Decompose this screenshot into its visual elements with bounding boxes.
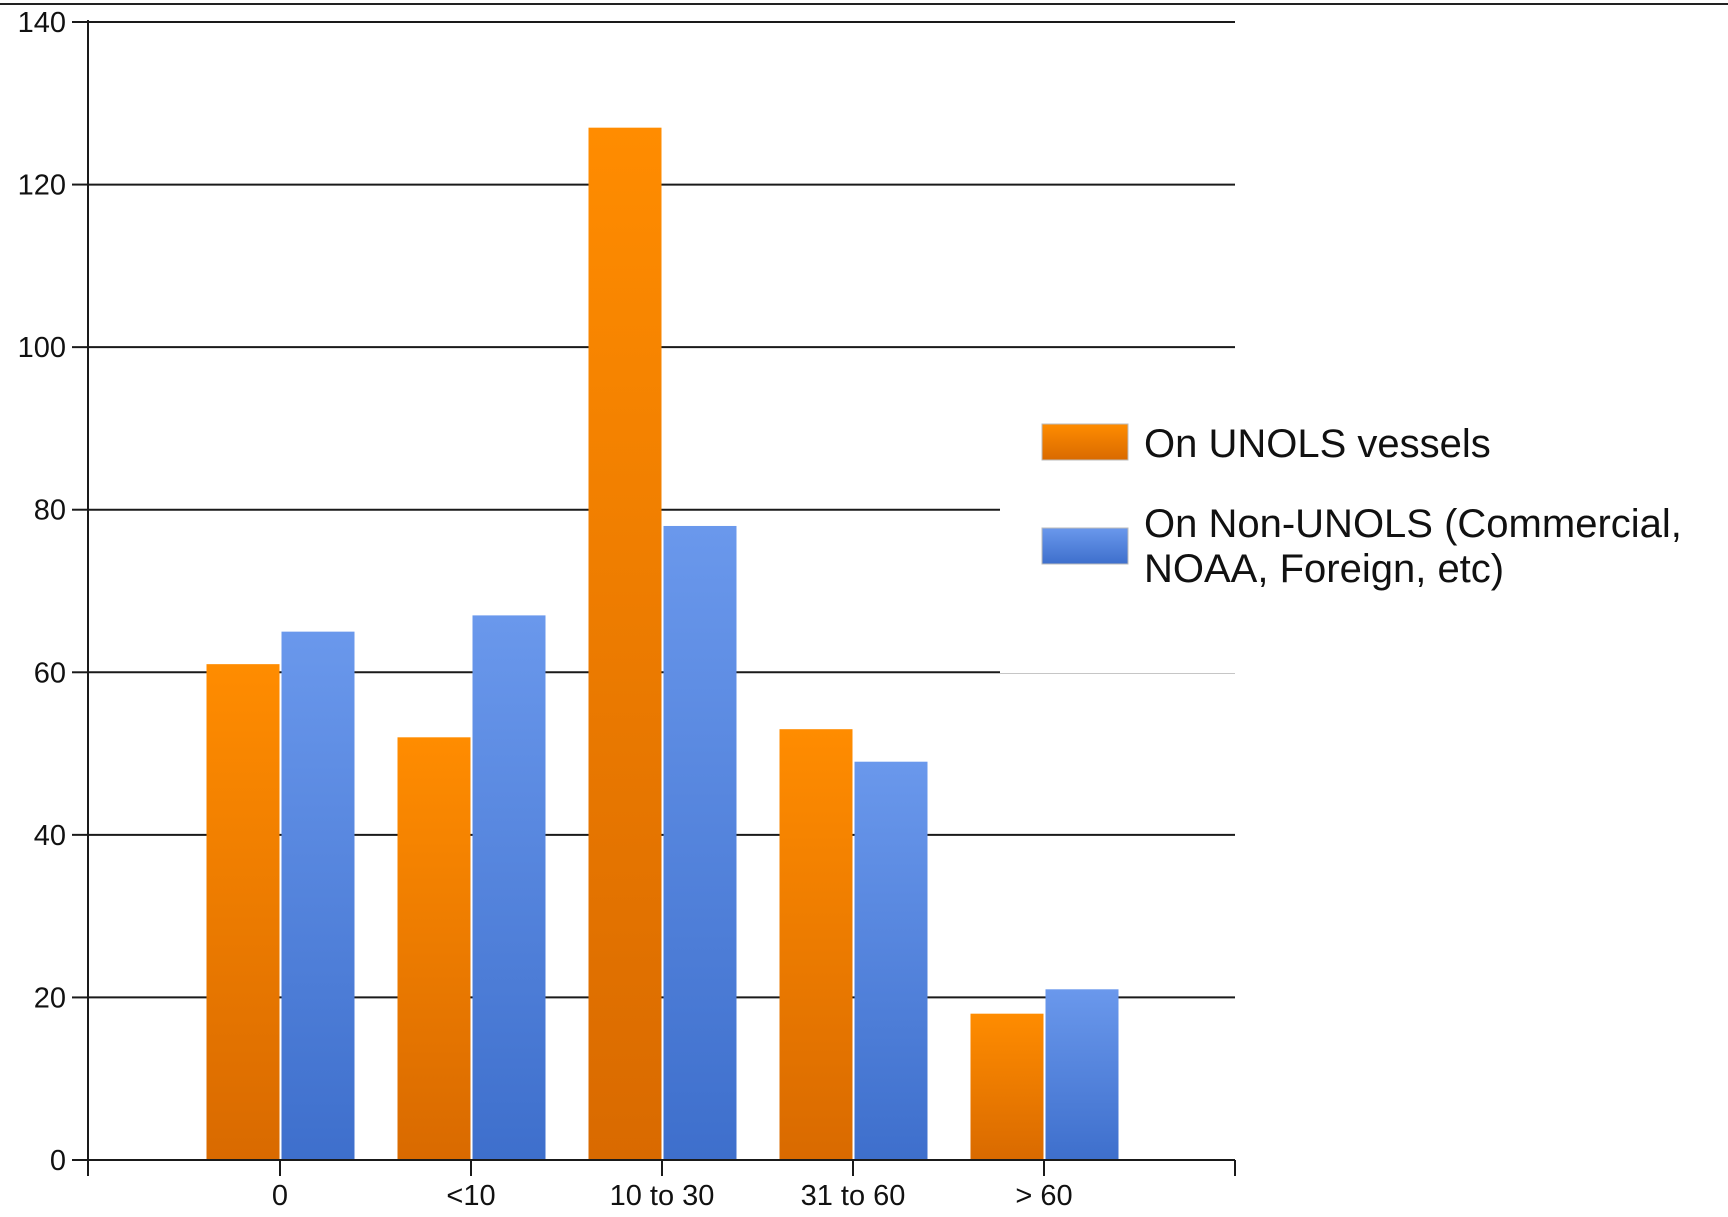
bar-unols-2: [588, 127, 662, 1161]
x-tick-label: 0: [272, 1180, 288, 1212]
x-tick-label: > 60: [1015, 1180, 1072, 1212]
x-tick-label: 10 to 30: [610, 1180, 715, 1212]
y-tick-label: 20: [34, 982, 66, 1014]
legend-label-non-unols: On Non-UNOLS (Commercial, NOAA, Foreign, …: [1144, 502, 1682, 591]
y-tick-label: 100: [18, 332, 66, 364]
legend-label-unols: On UNOLS vessels: [1144, 422, 1491, 466]
bar-non-unols-4: [1045, 989, 1119, 1160]
y-tick-label: 0: [50, 1145, 66, 1177]
bar-non-unols-1: [472, 615, 546, 1160]
y-tick-label: 140: [18, 7, 66, 39]
bar-unols-1: [397, 737, 471, 1160]
y-tick-label: 80: [34, 495, 66, 527]
y-tick-label: 60: [34, 657, 66, 689]
bar-non-unols-0: [281, 631, 355, 1160]
legend: On UNOLS vessels On Non-UNOLS (Commercial…: [1000, 405, 1728, 673]
bar-unols-4: [970, 1013, 1044, 1160]
bar-non-unols-3: [854, 761, 928, 1160]
bar-unols-0: [206, 664, 280, 1160]
legend-swatch-non-unols: [1041, 527, 1129, 565]
x-tick-label: <10: [446, 1180, 495, 1212]
x-tick-label: 31 to 60: [801, 1180, 906, 1212]
y-tick-label: 120: [18, 170, 66, 202]
bar-unols-3: [779, 729, 853, 1160]
bars: [206, 127, 1119, 1161]
bar-non-unols-2: [663, 525, 737, 1160]
y-tick-label: 40: [34, 820, 66, 852]
legend-swatch-unols: [1041, 423, 1129, 461]
axes: 0 20 40 60 80 100 120 140 0 <10 10 to 30 31 to 60 > …: [18, 7, 1236, 1212]
